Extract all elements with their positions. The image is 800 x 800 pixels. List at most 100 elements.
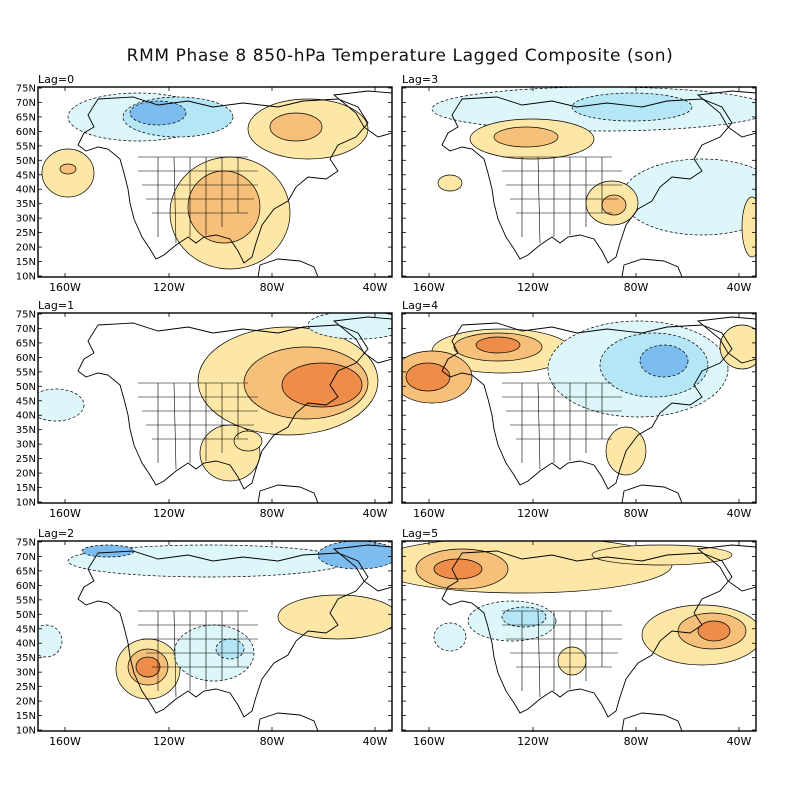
panel-label: Lag=3 bbox=[402, 73, 438, 86]
cold-anomaly-7 bbox=[215, 638, 245, 660]
cold-anomaly-5 bbox=[501, 606, 547, 628]
cold-anomaly-9 bbox=[38, 624, 63, 658]
warm-anomaly-9 bbox=[719, 324, 756, 370]
lat-tick-label: 25N bbox=[16, 454, 36, 465]
lat-tick-label: 35N bbox=[16, 199, 36, 210]
lon-tick-label: 160W bbox=[49, 735, 81, 748]
lat-tick-label: 40N bbox=[16, 185, 36, 196]
lat-tick-label: 10N bbox=[16, 498, 36, 509]
lat-tick-label: 55N bbox=[16, 595, 36, 606]
lat-tick-label: 50N bbox=[16, 382, 36, 393]
lat-tick-label: 40N bbox=[16, 411, 36, 422]
warm-anomaly-6 bbox=[187, 170, 261, 244]
warm-anomaly-8 bbox=[59, 163, 77, 175]
panel-frame bbox=[37, 540, 393, 732]
warm-anomaly-3 bbox=[493, 126, 559, 148]
lon-tick-label: 160W bbox=[49, 507, 81, 520]
lat-tick-label: 15N bbox=[16, 257, 36, 268]
lon-tick-label: 120W bbox=[153, 281, 185, 294]
panel-label: Lag=5 bbox=[402, 527, 438, 540]
lat-tick-label: 10N bbox=[16, 272, 36, 283]
warm-anomaly-6 bbox=[601, 194, 627, 216]
warm-anomaly-6 bbox=[233, 430, 263, 452]
lat-tick-label: 60N bbox=[16, 127, 36, 138]
lat-tick-label: 65N bbox=[16, 112, 36, 123]
cold-anomaly-7 bbox=[639, 344, 689, 378]
lon-tick-label: 80W bbox=[260, 735, 285, 748]
lat-tick-label: 75N bbox=[16, 538, 36, 549]
warm-anomaly-8 bbox=[277, 594, 392, 640]
lat-tick-label: 70N bbox=[16, 324, 36, 335]
lat-tick-label: 40N bbox=[16, 639, 36, 650]
lat-tick-label: 35N bbox=[16, 425, 36, 436]
lon-tick-label: 40W bbox=[363, 281, 388, 294]
lon-tick-label: 120W bbox=[517, 507, 549, 520]
warm-anomaly-3 bbox=[591, 544, 733, 566]
lat-tick-label: 15N bbox=[16, 711, 36, 722]
warm-anomaly-7 bbox=[437, 174, 463, 192]
cold-anomaly-1 bbox=[571, 92, 693, 122]
lat-tick-label: 45N bbox=[16, 170, 36, 181]
lon-tick-label: 40W bbox=[727, 735, 752, 748]
cold-anomaly-9 bbox=[433, 622, 467, 652]
lon-tick-label: 80W bbox=[260, 281, 285, 294]
lat-tick-label: 30N bbox=[16, 214, 36, 225]
lon-tick-label: 40W bbox=[727, 281, 752, 294]
lon-tick-label: 160W bbox=[413, 507, 445, 520]
warm-anomaly-2 bbox=[475, 336, 521, 354]
panel-frame bbox=[401, 86, 757, 278]
lat-tick-label: 60N bbox=[16, 581, 36, 592]
lon-tick-label: 120W bbox=[153, 735, 185, 748]
lat-tick-label: 70N bbox=[16, 98, 36, 109]
lon-tick-label: 120W bbox=[517, 735, 549, 748]
lon-tick-label: 160W bbox=[49, 281, 81, 294]
warm-anomaly-2 bbox=[433, 558, 483, 580]
lon-tick-label: 80W bbox=[624, 281, 649, 294]
lon-tick-label: 160W bbox=[413, 281, 445, 294]
lon-tick-label: 40W bbox=[363, 507, 388, 520]
lon-tick-label: 120W bbox=[153, 507, 185, 520]
lat-tick-label: 25N bbox=[16, 228, 36, 239]
map-panel-1: Lag=3 160W 120W 80W 40W bbox=[401, 73, 757, 294]
warm-anomaly-4 bbox=[269, 112, 323, 142]
lat-tick-label: 10N bbox=[16, 726, 36, 737]
lat-tick-label: 60N bbox=[16, 353, 36, 364]
lat-tick-label: 45N bbox=[16, 624, 36, 635]
lon-tick-label: 160W bbox=[413, 735, 445, 748]
lat-tick-label: 55N bbox=[16, 367, 36, 378]
map-panel-5: Lag=5 160W 120W 80W 40W bbox=[401, 527, 757, 748]
lat-tick-label: 55N bbox=[16, 141, 36, 152]
lon-tick-label: 40W bbox=[363, 735, 388, 748]
lon-tick-label: 80W bbox=[624, 507, 649, 520]
panel-label: Lag=2 bbox=[38, 527, 74, 540]
lat-tick-label: 75N bbox=[16, 84, 36, 95]
panel-frame bbox=[37, 312, 393, 504]
lon-tick-label: 120W bbox=[517, 281, 549, 294]
lat-tick-label: 20N bbox=[16, 697, 36, 708]
map-panel-3: Lag=4 160W 120W 80W 40W bbox=[401, 299, 757, 520]
lon-tick-label: 40W bbox=[727, 507, 752, 520]
warm-anomaly-8 bbox=[697, 620, 731, 642]
warm-anomaly-10 bbox=[557, 646, 587, 676]
lat-tick-label: 70N bbox=[16, 552, 36, 563]
lat-tick-label: 65N bbox=[16, 566, 36, 577]
warm-anomaly-2 bbox=[281, 362, 363, 408]
panel-frame bbox=[401, 540, 757, 732]
lon-tick-label: 80W bbox=[624, 735, 649, 748]
lat-tick-label: 30N bbox=[16, 668, 36, 679]
panel-label: Lag=0 bbox=[38, 73, 74, 86]
lat-tick-label: 35N bbox=[16, 653, 36, 664]
lat-tick-label: 20N bbox=[16, 243, 36, 254]
lat-tick-label: 45N bbox=[16, 396, 36, 407]
panel-label: Lag=4 bbox=[402, 299, 438, 312]
lat-tick-label: 65N bbox=[16, 338, 36, 349]
lat-tick-label: 75N bbox=[16, 310, 36, 321]
panel-frame bbox=[401, 312, 757, 504]
lon-tick-label: 80W bbox=[260, 507, 285, 520]
warm-anomaly-8 bbox=[741, 196, 756, 258]
lat-tick-label: 50N bbox=[16, 610, 36, 621]
